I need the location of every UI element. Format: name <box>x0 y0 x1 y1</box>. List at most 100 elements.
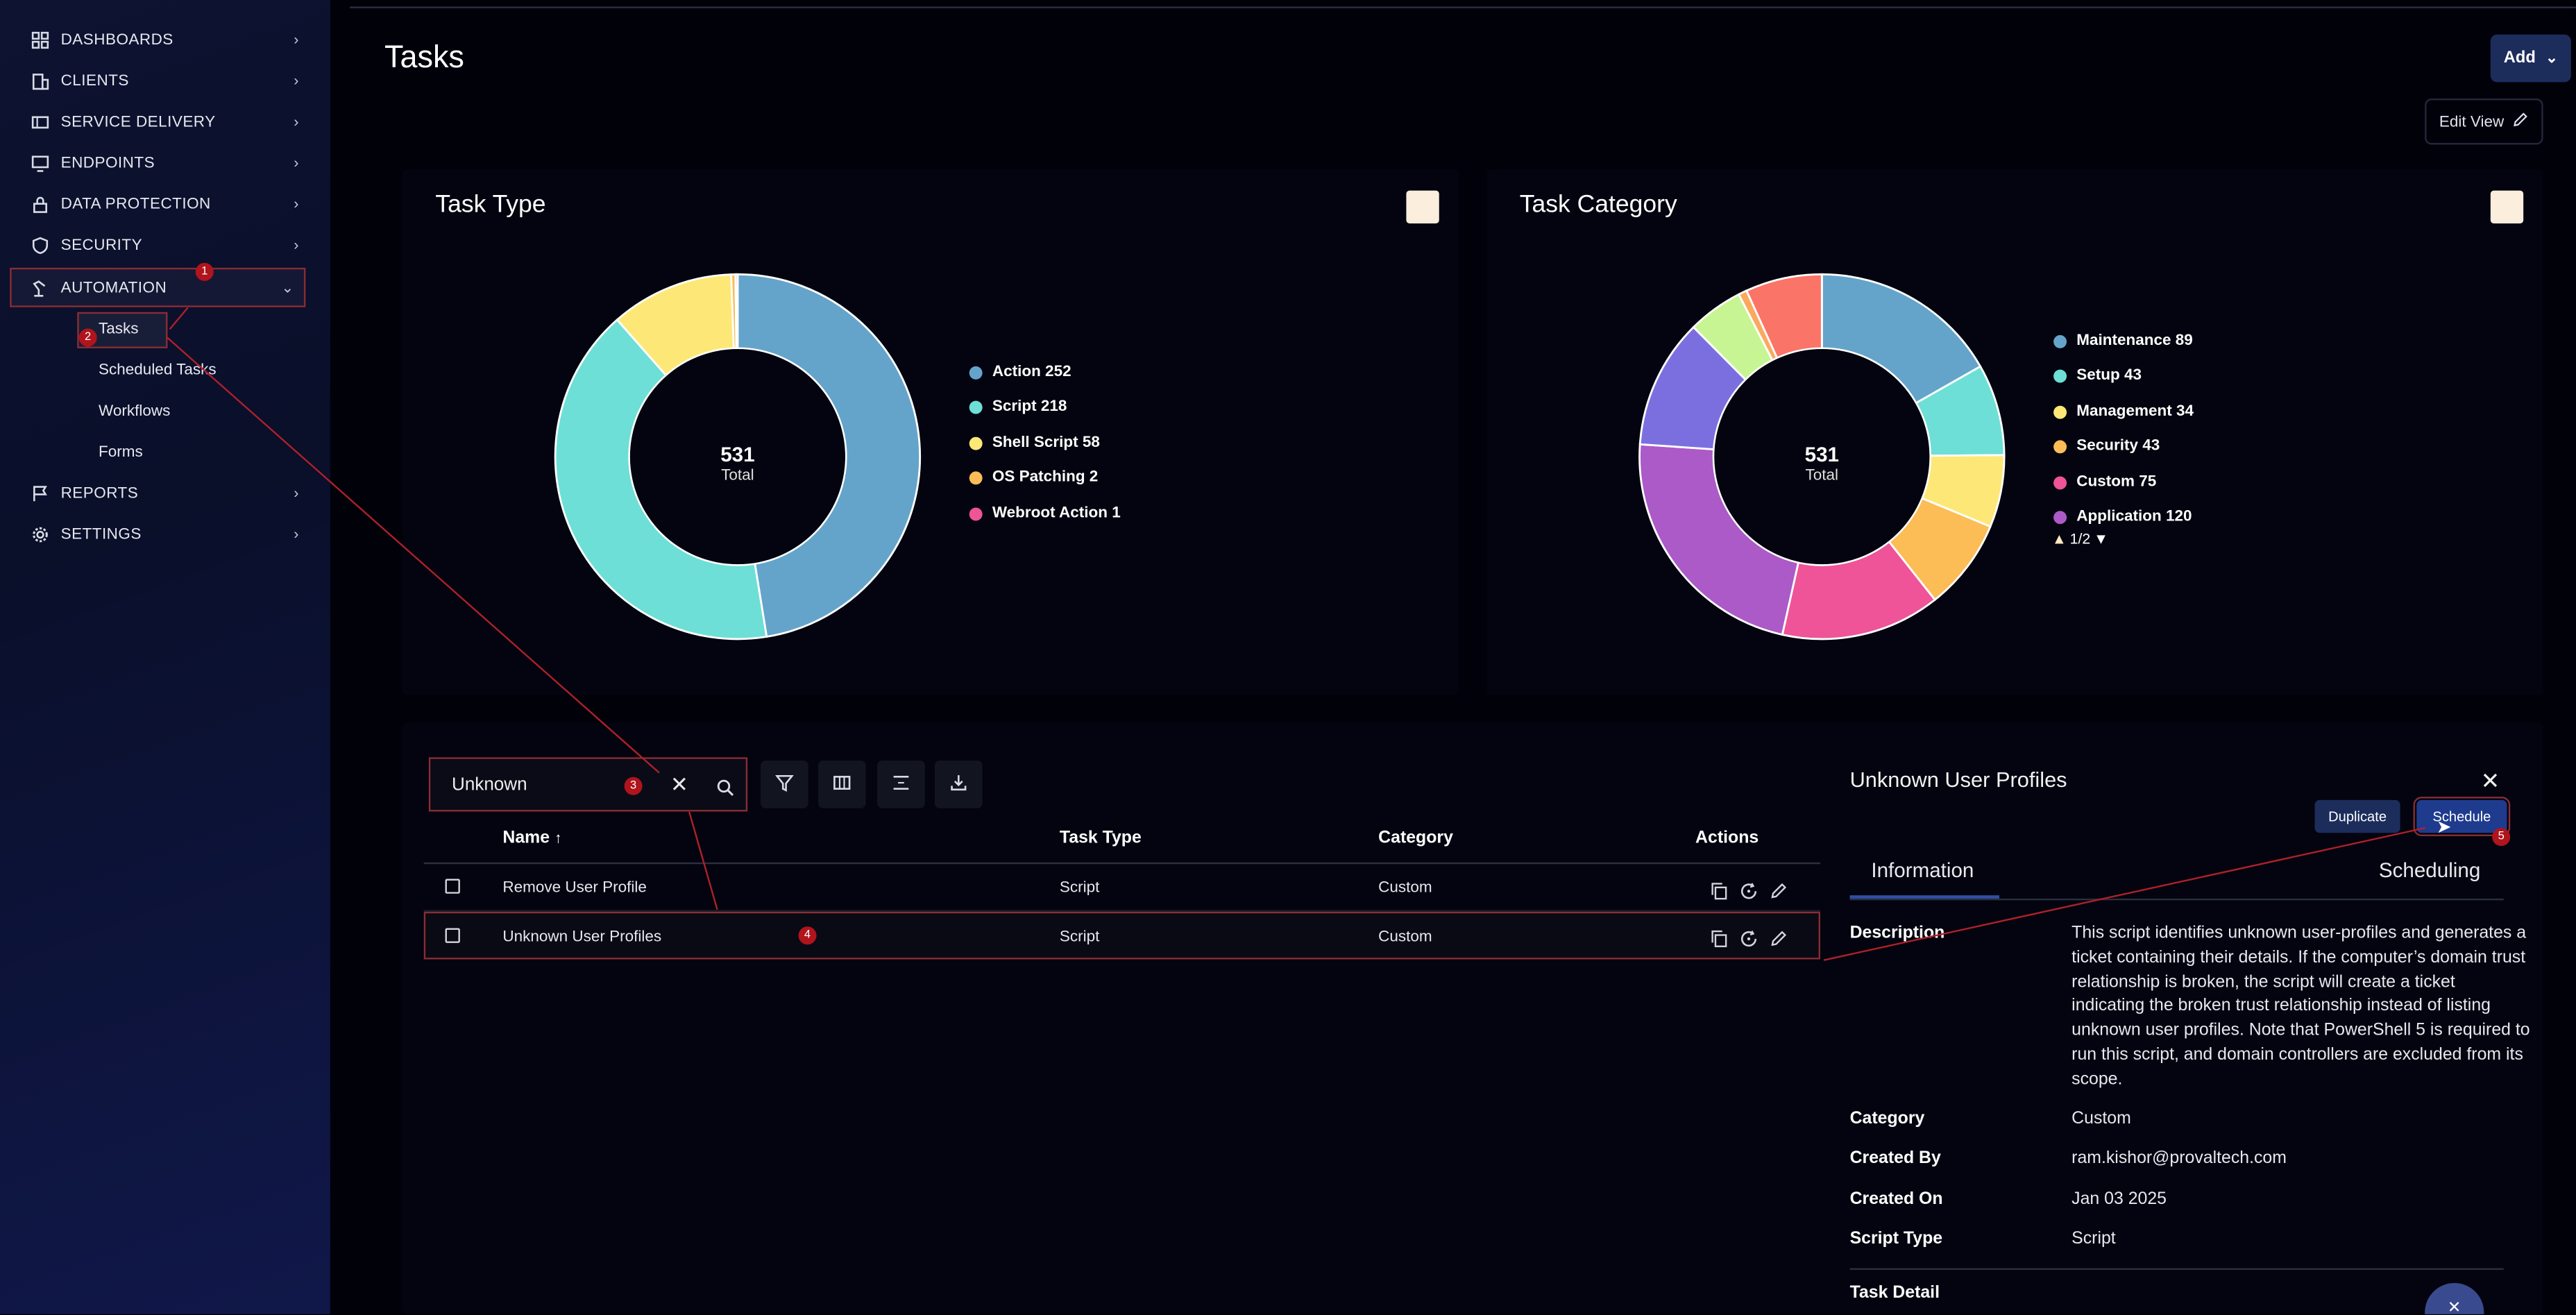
legend-label: Webroot Action 1 <box>992 504 1121 523</box>
building-icon <box>30 71 49 90</box>
row-checkbox[interactable] <box>445 928 460 943</box>
created-on-value: Jan 03 2025 <box>2071 1189 2167 1210</box>
legend-dot <box>969 507 983 520</box>
sidebar-subitem-workflows[interactable]: Workflows <box>99 402 171 421</box>
legend-item[interactable]: Webroot Action 1 <box>969 504 1121 523</box>
column-header-task-type[interactable]: Task Type <box>1059 828 1142 848</box>
edit-view-label: Edit View <box>2439 112 2505 131</box>
density-button[interactable] <box>877 761 925 808</box>
donut-slice-maintenance[interactable] <box>1820 273 1982 405</box>
density-icon <box>892 770 910 799</box>
schedule-button[interactable]: Schedule <box>2413 797 2511 836</box>
total-value: 531 <box>1804 443 1840 467</box>
legend-label: Application 120 <box>2076 507 2192 526</box>
page-next-icon[interactable]: ▼ <box>2093 530 2109 548</box>
tab-scheduling[interactable]: Scheduling <box>2378 859 2481 883</box>
sidebar-item-label: CLIENTS <box>60 71 129 90</box>
pencil-icon[interactable] <box>1770 879 1788 909</box>
export-button[interactable] <box>934 761 983 808</box>
legend-item[interactable]: Setup 43 <box>2053 366 2142 384</box>
sidebar-item-reports[interactable]: REPORTS › <box>17 475 309 511</box>
donut-slice-script[interactable] <box>554 318 768 640</box>
filter-button[interactable] <box>761 761 808 808</box>
sidebar-item-security[interactable]: SECURITY › <box>17 227 309 263</box>
column-header-category[interactable]: Category <box>1378 828 1453 848</box>
search-icon[interactable] <box>716 775 734 805</box>
sidebar-item-data-protection[interactable]: DATA PROTECTION › <box>17 186 309 222</box>
history-icon[interactable] <box>1740 879 1758 909</box>
history-icon[interactable] <box>1740 926 1758 956</box>
legend-item[interactable]: Script 218 <box>969 398 1067 416</box>
legend-item[interactable]: Custom 75 <box>2053 473 2156 491</box>
sidebar-subitem-forms[interactable]: Forms <box>99 443 143 462</box>
assistant-icon: ✕ <box>2447 1299 2461 1314</box>
sidebar-item-settings[interactable]: SETTINGS › <box>17 516 309 552</box>
details-divider <box>1849 1268 2504 1270</box>
task-category-menu-button[interactable] <box>2490 190 2524 223</box>
chevron-right-icon: › <box>294 31 299 48</box>
task-type-title: Task Type <box>435 190 546 219</box>
category-label: Category <box>1849 1108 1925 1129</box>
legend-item[interactable]: Action 252 <box>969 363 1071 381</box>
legend-item[interactable]: Maintenance 89 <box>2053 332 2193 350</box>
column-header-actions: Actions <box>1695 828 1759 848</box>
legend-item[interactable]: Management 34 <box>2053 402 2194 421</box>
column-header-name[interactable]: Name ↑ <box>502 828 561 847</box>
donut-slice-action[interactable] <box>736 273 922 638</box>
download-icon <box>949 770 967 799</box>
sidebar-item-service-delivery[interactable]: SERVICE DELIVERY › <box>17 103 309 139</box>
legend-item[interactable]: Application 120 <box>2053 507 2192 526</box>
created-by-label: Created By <box>1849 1148 1941 1169</box>
sidebar-item-label: SECURITY <box>60 235 143 254</box>
duplicate-button[interactable]: Duplicate <box>2314 799 2400 833</box>
close-icon[interactable]: ✕ <box>670 772 688 797</box>
donut-slice-other-d[interactable] <box>1745 273 1823 359</box>
legend-label: Management 34 <box>2076 402 2194 421</box>
tab-divider <box>1849 898 2504 901</box>
row-actions <box>1710 879 1787 909</box>
sidebar-subitem-tasks[interactable]: Tasks <box>99 320 139 339</box>
row-actions <box>1710 926 1787 956</box>
details-title: Unknown User Profiles <box>1849 767 2067 792</box>
page-title: Tasks <box>384 41 464 76</box>
tab-information[interactable]: Information <box>1871 859 1974 883</box>
donut-slice-application[interactable] <box>1638 443 1800 636</box>
edit-view-button[interactable]: Edit View <box>2425 99 2543 145</box>
chevron-right-icon: › <box>294 154 299 171</box>
legend-label: Security 43 <box>2076 436 2160 455</box>
sidebar-item-endpoints[interactable]: ENDPOINTS › <box>17 144 309 180</box>
description-label: Description <box>1849 923 1945 943</box>
sidebar-item-clients[interactable]: CLIENTS › <box>17 62 309 99</box>
legend-dot <box>969 365 983 379</box>
search-input[interactable]: Unknown ✕ <box>428 757 748 812</box>
chevron-right-icon: › <box>294 484 299 502</box>
legend-dot <box>969 436 983 450</box>
pencil-icon[interactable] <box>1770 926 1788 956</box>
table-row-selected[interactable] <box>423 911 1820 960</box>
annotation-badge: 1 <box>195 262 214 281</box>
annotation-badge: 5 <box>2492 828 2511 847</box>
legend-item[interactable]: Shell Script 58 <box>969 434 1100 452</box>
copy-icon[interactable] <box>1710 879 1728 909</box>
sidebar: DASHBOARDS › CLIENTS › SERVICE DELIVERY … <box>0 0 330 1314</box>
legend-item[interactable]: OS Patching 2 <box>969 468 1099 486</box>
close-details-icon[interactable]: ✕ <box>2480 767 2500 794</box>
annotation-badge: 2 <box>78 328 97 347</box>
donut-slice-webroot-action[interactable] <box>734 273 739 350</box>
row-checkbox[interactable] <box>445 879 460 894</box>
sidebar-item-automation[interactable]: AUTOMATION ⌄ <box>10 267 306 307</box>
task-type-menu-button[interactable] <box>1406 190 1439 223</box>
annotation-badge: 3 <box>624 777 643 795</box>
legend-label: OS Patching 2 <box>992 468 1099 486</box>
legend-item[interactable]: Security 43 <box>2053 437 2160 455</box>
add-button[interactable]: Add ⌄ <box>2490 34 2571 83</box>
columns-button[interactable] <box>817 761 866 808</box>
legend-dot <box>2053 368 2067 382</box>
row-task-type: Script <box>1059 879 1100 897</box>
sidebar-item-dashboards[interactable]: DASHBOARDS › <box>17 22 309 58</box>
page-prev-icon[interactable]: ▲ <box>2051 530 2067 548</box>
legend-dot <box>969 470 983 484</box>
total-label: Total <box>1805 466 1839 485</box>
copy-icon[interactable] <box>1710 926 1728 956</box>
